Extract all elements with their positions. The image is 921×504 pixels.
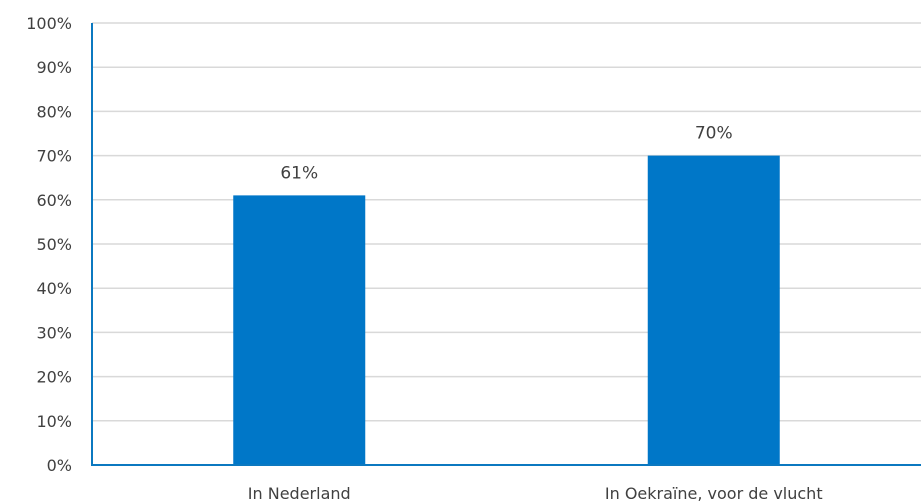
gridlines: [92, 22, 921, 422]
bars: [233, 155, 780, 465]
y-tick-label: 70%: [36, 147, 72, 166]
y-tick-label: 100%: [26, 14, 72, 33]
x-category-label: In Oekraïne, voor de vlucht: [605, 484, 823, 503]
y-tick-label: 0%: [47, 456, 72, 475]
bar: [233, 195, 366, 465]
y-tick-label: 50%: [36, 235, 72, 254]
data-label: 70%: [695, 124, 733, 144]
y-tick-label: 80%: [36, 102, 72, 121]
x-category-label: In Nederland: [248, 484, 351, 503]
data-labels: 61% 70%: [280, 124, 732, 184]
y-tick-label: 10%: [36, 412, 72, 431]
data-label: 61%: [280, 163, 318, 183]
y-tick-label: 20%: [36, 368, 72, 387]
y-tick-label: 60%: [36, 191, 72, 210]
y-tick-label: 30%: [36, 323, 72, 342]
axes: [91, 23, 921, 466]
x-category-labels: In Nederland In Oekraïne, voor de vlucht: [248, 484, 823, 503]
bar: [647, 155, 780, 465]
y-tick-labels: 0% 10% 20% 30% 40% 50% 60% 70% 80% 90% 100%: [26, 14, 72, 475]
y-tick-label: 40%: [36, 279, 72, 298]
y-tick-label: 90%: [36, 58, 72, 77]
